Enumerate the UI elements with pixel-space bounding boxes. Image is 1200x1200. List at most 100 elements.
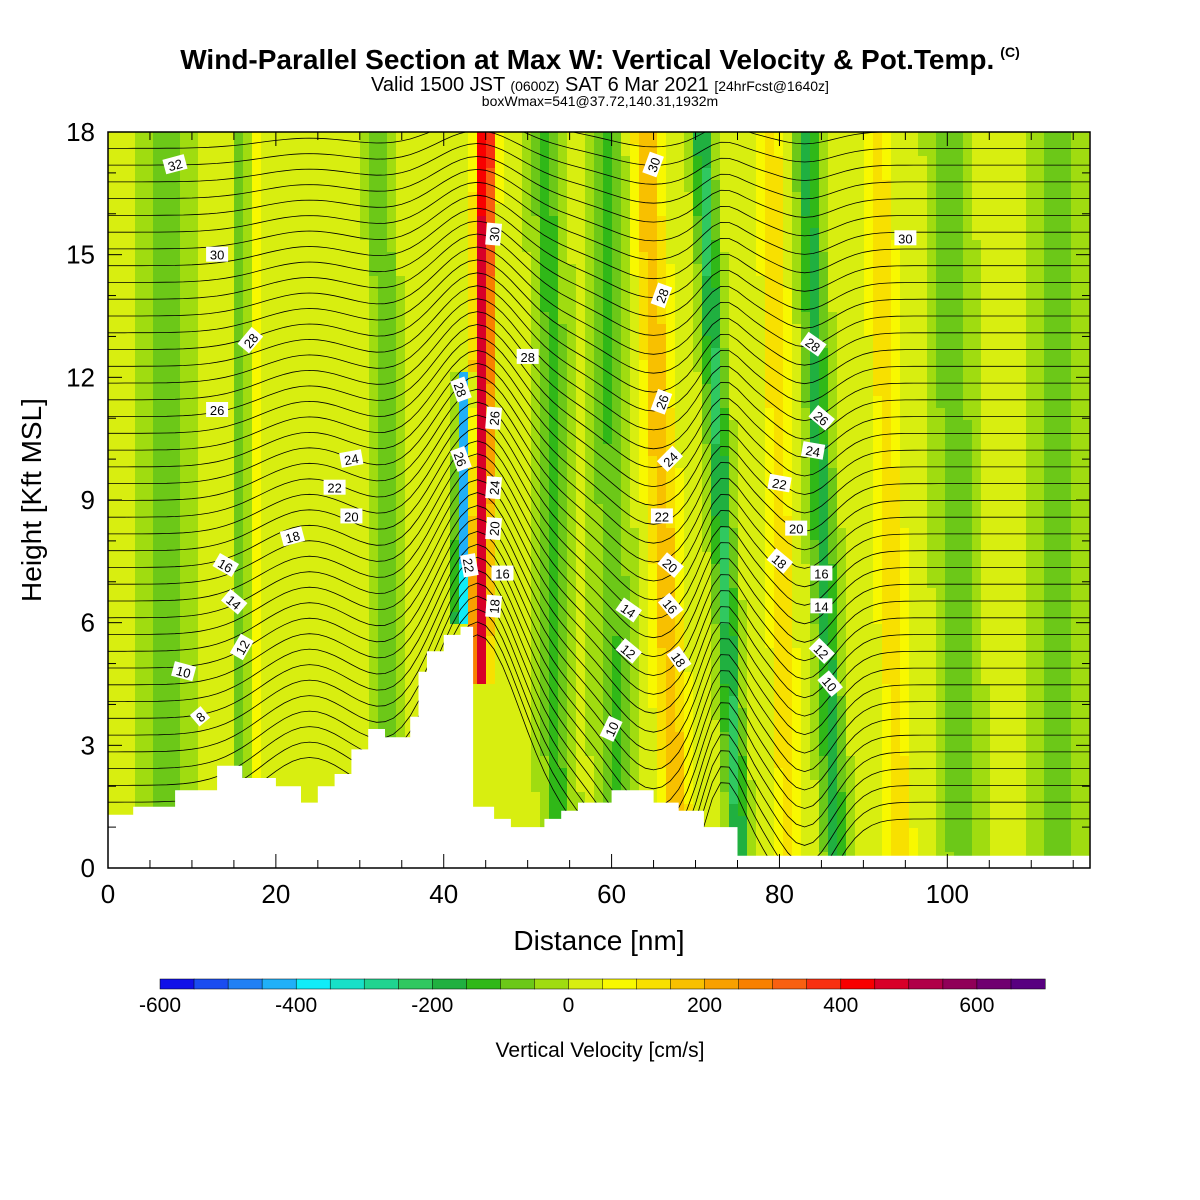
velocity-cell <box>891 324 901 337</box>
velocity-cell <box>360 672 370 685</box>
velocity-cell <box>1008 252 1018 265</box>
velocity-cell <box>693 168 703 181</box>
velocity-cell <box>648 624 658 637</box>
velocity-cell <box>189 564 199 577</box>
velocity-cell <box>360 324 370 337</box>
velocity-cell <box>522 576 532 589</box>
velocity-cell <box>180 216 190 229</box>
velocity-cell <box>747 576 757 589</box>
velocity-cell <box>378 576 388 589</box>
velocity-cell <box>567 156 577 169</box>
velocity-cell <box>117 156 127 169</box>
velocity-cell <box>423 396 433 409</box>
velocity-cell <box>450 348 460 361</box>
velocity-cell <box>783 324 793 337</box>
velocity-cell <box>981 564 991 577</box>
velocity-cell <box>387 660 397 673</box>
velocity-cell <box>630 204 640 217</box>
velocity-cell <box>414 324 424 337</box>
velocity-cell <box>369 228 379 241</box>
velocity-cell <box>837 132 847 145</box>
velocity-cell <box>261 204 271 217</box>
velocity-cell <box>1053 456 1063 469</box>
velocity-cell <box>819 348 829 361</box>
velocity-cell <box>153 588 163 601</box>
velocity-cell <box>972 564 982 577</box>
velocity-cell <box>720 624 730 637</box>
velocity-cell <box>585 204 595 217</box>
velocity-cell <box>639 312 649 325</box>
velocity-cell <box>765 564 775 577</box>
velocity-cell <box>342 480 352 493</box>
velocity-cell <box>234 144 244 157</box>
velocity-cell <box>297 624 307 637</box>
velocity-cell <box>603 612 613 625</box>
velocity-cell <box>999 648 1009 661</box>
velocity-cell <box>549 324 559 337</box>
velocity-cell <box>927 456 937 469</box>
velocity-cell <box>864 168 874 181</box>
velocity-cell <box>279 360 289 373</box>
velocity-cell <box>342 228 352 241</box>
velocity-cell <box>621 540 631 553</box>
velocity-cell <box>576 348 586 361</box>
velocity-cell <box>324 468 334 481</box>
velocity-cell <box>207 336 217 349</box>
velocity-cell <box>585 564 595 577</box>
velocity-cell <box>144 252 154 265</box>
velocity-cell <box>306 468 316 481</box>
velocity-cell <box>261 264 271 277</box>
velocity-cell <box>936 588 946 601</box>
velocity-cell <box>378 660 388 673</box>
velocity-cell <box>135 240 145 253</box>
velocity-cell <box>180 204 190 217</box>
velocity-cell <box>927 324 937 337</box>
velocity-cell <box>504 432 514 445</box>
velocity-cell <box>846 564 856 577</box>
velocity-cell <box>153 660 163 673</box>
velocity-cell <box>630 432 640 445</box>
velocity-cell <box>810 588 820 601</box>
velocity-cell <box>1017 228 1027 241</box>
velocity-cell <box>693 324 703 337</box>
velocity-cell <box>261 396 271 409</box>
velocity-cell <box>756 600 766 613</box>
velocity-cell <box>432 300 442 313</box>
velocity-cell <box>954 180 964 193</box>
velocity-cell <box>378 408 388 421</box>
velocity-cell <box>999 348 1009 361</box>
velocity-cell <box>702 540 712 553</box>
velocity-cell <box>684 192 694 205</box>
velocity-cell <box>252 396 262 409</box>
velocity-cell <box>999 456 1009 469</box>
velocity-cell <box>684 288 694 301</box>
velocity-cell <box>1008 300 1018 313</box>
velocity-cell <box>450 576 460 589</box>
velocity-cell <box>711 372 721 385</box>
velocity-cell <box>774 420 784 433</box>
velocity-cell <box>315 324 325 337</box>
velocity-cell <box>1026 468 1036 481</box>
velocity-cell <box>765 408 775 421</box>
velocity-cell <box>531 660 541 673</box>
velocity-cell <box>621 384 631 397</box>
velocity-cell <box>684 300 694 313</box>
velocity-cell <box>963 660 973 673</box>
velocity-cell <box>1026 168 1036 181</box>
velocity-cell <box>846 516 856 529</box>
velocity-cell <box>405 552 415 565</box>
velocity-cell <box>999 228 1009 241</box>
velocity-cell <box>297 204 307 217</box>
velocity-cell <box>1080 396 1090 409</box>
velocity-cell <box>144 144 154 157</box>
velocity-cell <box>621 204 631 217</box>
velocity-cell <box>351 252 361 265</box>
velocity-cell <box>198 156 208 169</box>
velocity-cell <box>531 636 541 649</box>
velocity-cell <box>306 528 316 541</box>
velocity-cell <box>1080 288 1090 301</box>
velocity-cell <box>468 336 478 349</box>
velocity-cell <box>387 300 397 313</box>
velocity-cell <box>783 636 793 649</box>
velocity-cell <box>801 144 811 157</box>
